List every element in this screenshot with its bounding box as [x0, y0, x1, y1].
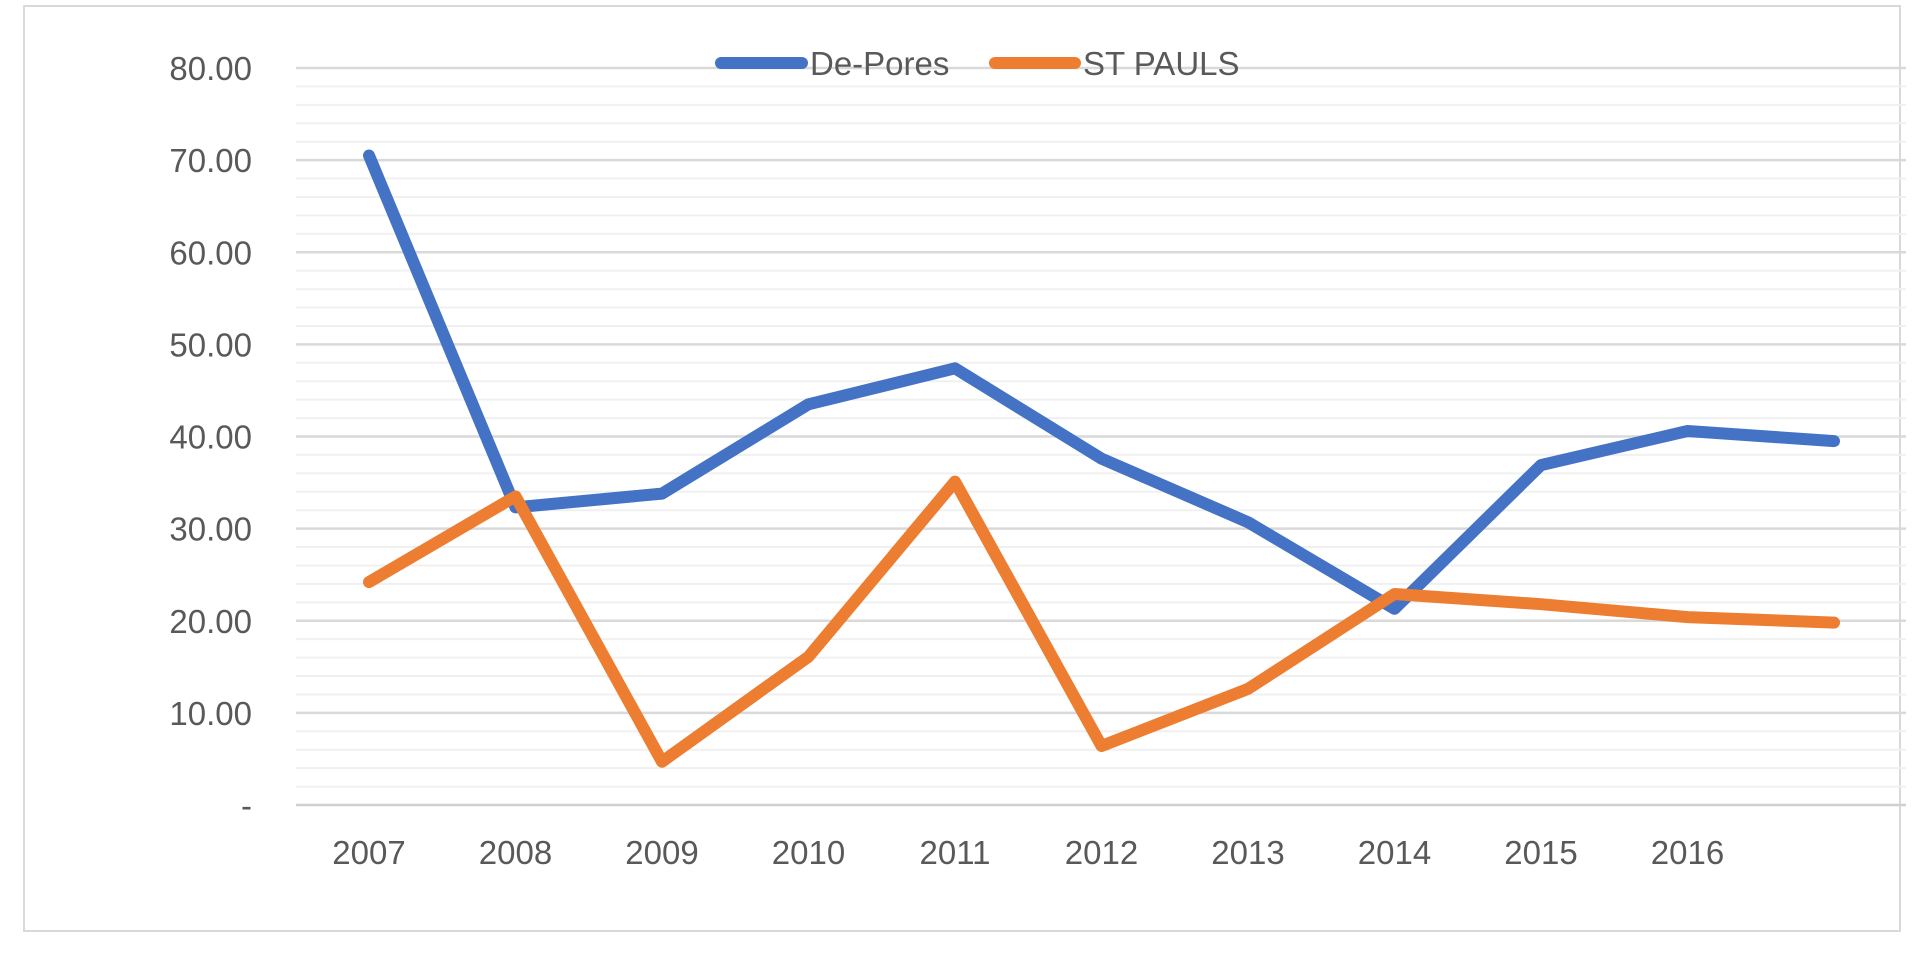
legend-item: ST PAULS: [989, 45, 1240, 82]
x-tick-label: 2011: [920, 834, 991, 871]
legend-item: De-Pores: [715, 45, 949, 82]
legend: De-Pores ST PAULS: [715, 45, 1240, 82]
x-tick-label: 2013: [1211, 834, 1284, 871]
x-tick-label: 2010: [772, 834, 845, 871]
x-tick-label: 2015: [1504, 834, 1577, 871]
y-tick-label: 70.00: [169, 142, 252, 179]
x-tick-label: 2009: [625, 834, 698, 871]
y-tick-label: 60.00: [169, 234, 252, 271]
y-tick-label: 30.00: [169, 511, 252, 548]
y-tick-label: 10.00: [169, 695, 252, 732]
y-tick-label: 50.00: [169, 326, 252, 363]
x-tick-label: 2016: [1651, 834, 1724, 871]
axes: - 10.00 20.00 30.00 40.00 50.00 60.00 70.00 80.0…: [169, 50, 1724, 871]
x-tick-label: 2007: [332, 834, 405, 871]
x-tick-label: 2012: [1065, 834, 1138, 871]
series-line-de-pores: [363, 149, 1840, 615]
gridlines: [296, 66, 1906, 807]
y-tick-label: -: [241, 787, 252, 824]
y-tick-label: 80.00: [169, 50, 252, 87]
series-lines: [363, 149, 1840, 768]
legend-label: ST PAULS: [1083, 45, 1240, 82]
series-line-st-pauls: [363, 475, 1840, 768]
y-tick-label: 20.00: [169, 603, 252, 640]
x-tick-label: 2008: [479, 834, 552, 871]
y-tick-label: 40.00: [169, 419, 252, 456]
legend-label: De-Pores: [810, 45, 949, 82]
x-tick-label: 2014: [1358, 834, 1431, 871]
